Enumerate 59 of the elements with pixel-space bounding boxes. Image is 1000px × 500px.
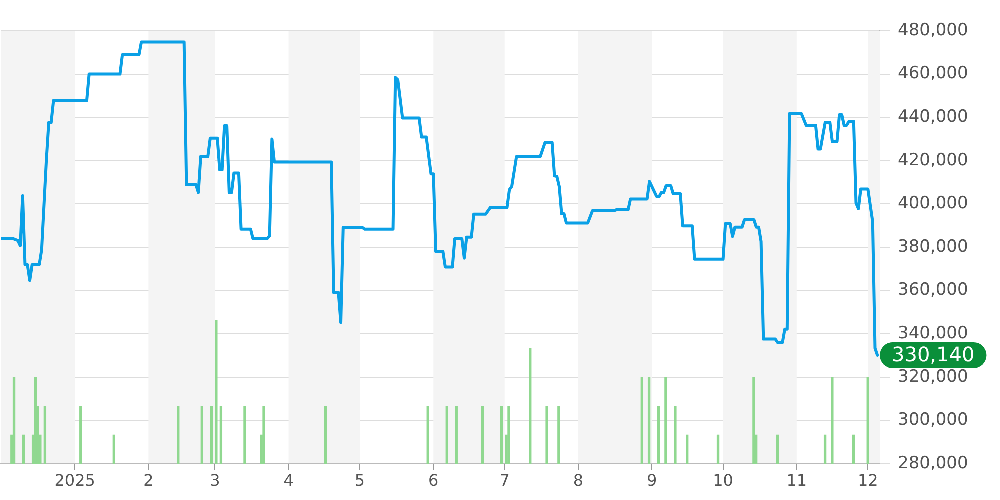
y-tick-label: 300,000 bbox=[898, 410, 968, 430]
bar bbox=[22, 434, 26, 464]
x-tick-label: 12 bbox=[858, 470, 878, 490]
bar bbox=[866, 377, 870, 464]
bar bbox=[80, 406, 82, 464]
y-tick-label: 360,000 bbox=[898, 280, 968, 300]
bar bbox=[648, 377, 651, 464]
annotation: 330,140 bbox=[892, 342, 975, 367]
x-tick-label: 8 bbox=[573, 470, 584, 490]
bar bbox=[686, 434, 689, 464]
y-tick-label: 280,000 bbox=[898, 453, 968, 474]
bar bbox=[426, 406, 430, 464]
y-tick-label: 480,000 bbox=[898, 20, 968, 40]
bar bbox=[324, 406, 328, 464]
bar bbox=[500, 406, 504, 464]
bar bbox=[674, 406, 677, 464]
x-tick-label: 7 bbox=[500, 470, 510, 490]
x-tick-label: 4 bbox=[284, 470, 294, 490]
bar bbox=[446, 406, 448, 464]
x-tick-label: 2 bbox=[144, 470, 154, 490]
bar bbox=[262, 406, 266, 464]
bar bbox=[481, 406, 484, 464]
bar bbox=[112, 434, 116, 464]
y-tick-label: 340,000 bbox=[898, 324, 968, 344]
x-tick-label: 6 bbox=[428, 470, 439, 490]
bar bbox=[177, 406, 180, 464]
x-tick-label: 2025 bbox=[54, 470, 96, 490]
bar bbox=[529, 348, 532, 464]
bar bbox=[210, 406, 214, 464]
x-tick-label: 3 bbox=[210, 470, 220, 490]
bar bbox=[831, 377, 834, 464]
bar bbox=[508, 406, 510, 464]
y-tick-label: 380,000 bbox=[898, 236, 968, 257]
bar bbox=[44, 406, 47, 464]
x-tick-label: 10 bbox=[713, 470, 734, 490]
bar bbox=[657, 406, 660, 464]
bar bbox=[558, 406, 560, 464]
x-tick-label: 9 bbox=[646, 470, 658, 490]
bar bbox=[824, 434, 827, 464]
y-tick-label: 320,000 bbox=[898, 366, 968, 387]
bar bbox=[852, 434, 856, 464]
bar bbox=[776, 434, 780, 464]
bar bbox=[200, 406, 204, 464]
bar bbox=[455, 406, 458, 464]
bar bbox=[664, 377, 668, 464]
bar bbox=[546, 406, 548, 464]
bar bbox=[752, 377, 756, 464]
y-tick-label: 420,000 bbox=[898, 150, 968, 170]
bar bbox=[716, 434, 720, 464]
y-tick-label: 400,000 bbox=[898, 194, 968, 214]
x-tick-label: 5 bbox=[354, 470, 366, 490]
x-tick-label: 11 bbox=[786, 470, 808, 490]
y-tick-label: 460,000 bbox=[898, 64, 968, 84]
bar bbox=[215, 320, 218, 464]
y-tick-label: 440,000 bbox=[898, 107, 968, 128]
bar bbox=[640, 377, 644, 464]
bar bbox=[220, 406, 223, 464]
bar bbox=[244, 406, 246, 464]
bar bbox=[12, 377, 16, 464]
